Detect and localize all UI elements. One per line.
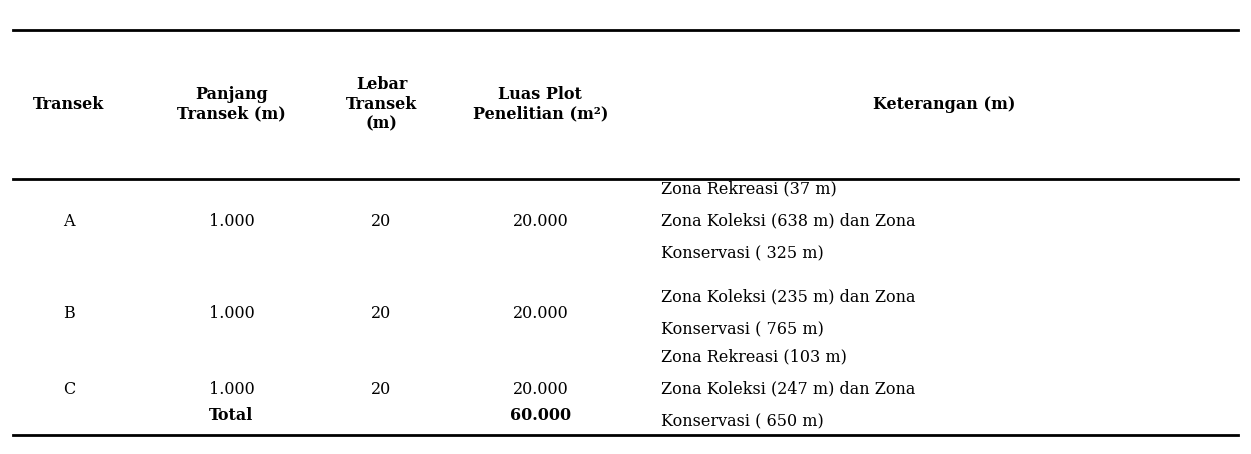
Text: 20.000: 20.000: [513, 380, 568, 398]
Text: 20.000: 20.000: [513, 305, 568, 322]
Text: Lebar
Transek
(m): Lebar Transek (m): [347, 76, 417, 133]
Text: 1.000: 1.000: [209, 380, 254, 398]
Text: Konservasi ( 765 m): Konservasi ( 765 m): [661, 321, 823, 339]
Text: B: B: [63, 305, 75, 322]
Text: 1.000: 1.000: [209, 305, 254, 322]
Text: 20: 20: [372, 305, 392, 322]
Text: Transek: Transek: [34, 96, 104, 113]
Text: Luas Plot
Penelitian (m²): Luas Plot Penelitian (m²): [473, 86, 608, 123]
Text: 20: 20: [372, 212, 392, 230]
Text: Zona Koleksi (235 m) dan Zona: Zona Koleksi (235 m) dan Zona: [661, 289, 914, 306]
Text: 20.000: 20.000: [513, 212, 568, 230]
Text: A: A: [63, 212, 75, 230]
Text: Total: Total: [209, 407, 254, 424]
Text: Zona Rekreasi (103 m): Zona Rekreasi (103 m): [661, 348, 847, 365]
Text: Panjang
Transek (m): Panjang Transek (m): [178, 86, 285, 123]
Text: Konservasi ( 650 m): Konservasi ( 650 m): [661, 413, 823, 430]
Text: Zona Rekreasi (37 m): Zona Rekreasi (37 m): [661, 180, 836, 197]
Text: Konservasi ( 325 m): Konservasi ( 325 m): [661, 245, 823, 262]
Text: 1.000: 1.000: [209, 212, 254, 230]
Text: Keterangan (m): Keterangan (m): [873, 96, 1016, 113]
Text: C: C: [63, 380, 75, 398]
Text: 20: 20: [372, 380, 392, 398]
Text: Zona Koleksi (247 m) dan Zona: Zona Koleksi (247 m) dan Zona: [661, 380, 914, 398]
Text: 60.000: 60.000: [510, 407, 570, 424]
Text: Zona Koleksi (638 m) dan Zona: Zona Koleksi (638 m) dan Zona: [661, 212, 916, 230]
